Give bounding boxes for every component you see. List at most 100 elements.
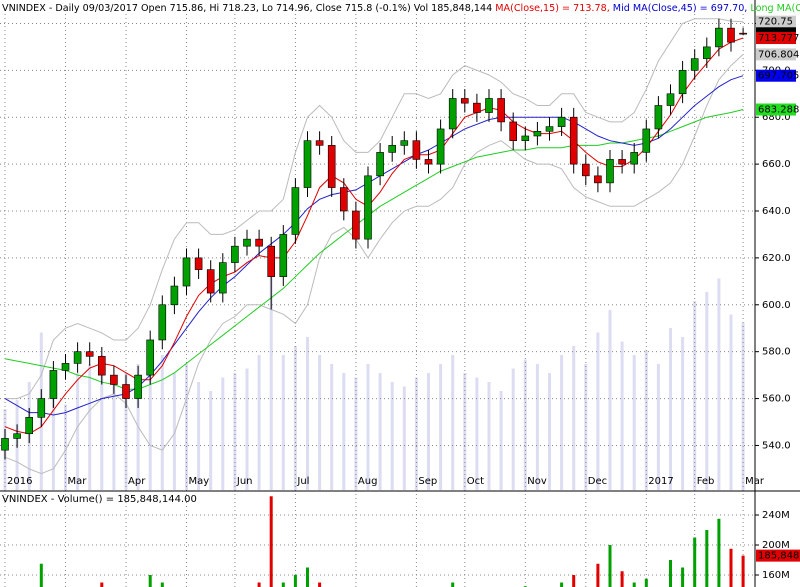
volume-bar — [318, 582, 322, 587]
y-tick-label: 600.0 — [762, 300, 791, 311]
candle-body — [581, 163, 590, 177]
x-tick-label: Nov — [527, 476, 547, 487]
volume-overlay-bar — [523, 359, 527, 490]
volume-overlay-bar — [366, 364, 370, 490]
volume-overlay-bar — [548, 373, 551, 490]
candle-body — [219, 262, 227, 294]
candle-body — [473, 102, 481, 113]
price-label: 706.804 — [758, 49, 799, 60]
candle-body — [231, 245, 239, 263]
price-label: 697.705 — [758, 71, 799, 82]
y-tick-label: 540.0 — [762, 440, 791, 451]
candle-body — [606, 159, 614, 184]
y-tick-label: 680.0 — [762, 112, 791, 123]
volume-overlay-bar — [172, 373, 176, 490]
candle-body — [460, 98, 469, 104]
y-tick-label: 560.0 — [762, 394, 791, 405]
volume-bar — [560, 582, 564, 587]
volume-overlay-bar — [475, 377, 479, 490]
candle-body — [388, 145, 397, 153]
volume-overlay-bar — [306, 337, 309, 490]
candle-body — [497, 98, 505, 123]
indicator-line — [4, 54, 744, 475]
volume-overlay-bar — [197, 382, 201, 490]
candle-body — [569, 116, 578, 165]
chart-title: VNINDEX - Daily 09/03/2017 Open 715.86, … — [2, 3, 800, 14]
volume-overlay-bar — [729, 314, 733, 490]
volume-overlay-bar — [572, 346, 576, 490]
volume-title: VNINDEX - Volume() = 185,848,144.00 — [2, 494, 197, 505]
volume-bar — [293, 575, 297, 587]
x-tick-label: 2017 — [648, 476, 673, 487]
candle-body — [509, 121, 518, 141]
volume-bar — [100, 582, 104, 587]
candle-body — [315, 140, 324, 146]
volume-bar — [681, 567, 685, 587]
candle-body — [134, 374, 142, 399]
volume-overlay-bar — [281, 355, 285, 490]
candle-body — [485, 98, 493, 113]
volume-bar — [644, 578, 648, 587]
volume-overlay-bar — [88, 364, 92, 490]
x-tick-label: Jun — [236, 476, 253, 487]
volume-bar — [257, 582, 261, 587]
candle-body — [243, 238, 251, 247]
volume-overlay-bar — [717, 278, 721, 490]
volume-overlay-bar — [608, 310, 612, 490]
x-tick-label: Sep — [418, 476, 437, 487]
volume-bar — [281, 582, 285, 587]
x-tick-label: 2016 — [7, 476, 32, 487]
volume-bar — [39, 563, 43, 587]
price-label: 683.288 — [758, 105, 799, 116]
volume-bar — [160, 582, 164, 587]
candle-body — [1, 438, 9, 451]
candle-body — [303, 140, 312, 188]
indicator-line — [4, 37, 744, 435]
candle-body — [654, 105, 663, 130]
volume-bar — [572, 575, 576, 587]
volume-bar — [148, 575, 152, 587]
volume-overlay-bar — [76, 373, 80, 490]
y-tick-label: 640.0 — [762, 206, 791, 217]
volume-bar — [306, 567, 309, 587]
candle-body — [122, 384, 130, 399]
volume-overlay-bar — [439, 364, 443, 490]
candle-body — [170, 285, 179, 306]
x-tick-label: Oct — [467, 476, 484, 487]
candle-body — [400, 140, 409, 146]
volume-overlay-bar — [233, 373, 237, 490]
indicator-line — [5, 18, 744, 400]
volume-overlay-bar — [124, 373, 128, 490]
volume-overlay-bar — [632, 355, 636, 490]
volume-bars — [39, 496, 745, 587]
candle-body — [206, 269, 215, 294]
y-tick-label: 580.0 — [762, 347, 791, 358]
price-label-box — [756, 103, 796, 116]
candle-body — [690, 58, 699, 71]
candle-body — [49, 370, 58, 399]
volume-tick-label: 240M — [762, 510, 790, 521]
candle-body — [678, 70, 687, 95]
volume-overlay-bar — [378, 373, 382, 490]
price-label-box — [756, 69, 796, 82]
volume-overlay-bar — [112, 382, 116, 490]
volume-overlay-bar — [209, 391, 213, 490]
candle-body — [327, 145, 336, 188]
volume-overlay-bar — [669, 328, 672, 490]
volume-overlay-bar — [414, 377, 418, 490]
x-tick-label: Jul — [296, 476, 309, 487]
candle-body — [521, 135, 530, 141]
volume-bar — [717, 518, 721, 587]
candle-body — [279, 234, 288, 277]
y-tick-label: 620.0 — [762, 253, 791, 264]
x-tick-label: Mar — [745, 476, 765, 487]
x-tick-label: Aug — [358, 476, 378, 487]
volume-overlay-bar — [656, 364, 660, 490]
volume-overlay-bar — [100, 355, 104, 490]
x-tick-label: Feb — [697, 476, 715, 487]
candle-body — [448, 98, 457, 130]
volume-last-label: 185,848,1 — [758, 551, 800, 562]
volume-overlay-bar — [51, 391, 55, 490]
candle-body — [424, 159, 433, 165]
